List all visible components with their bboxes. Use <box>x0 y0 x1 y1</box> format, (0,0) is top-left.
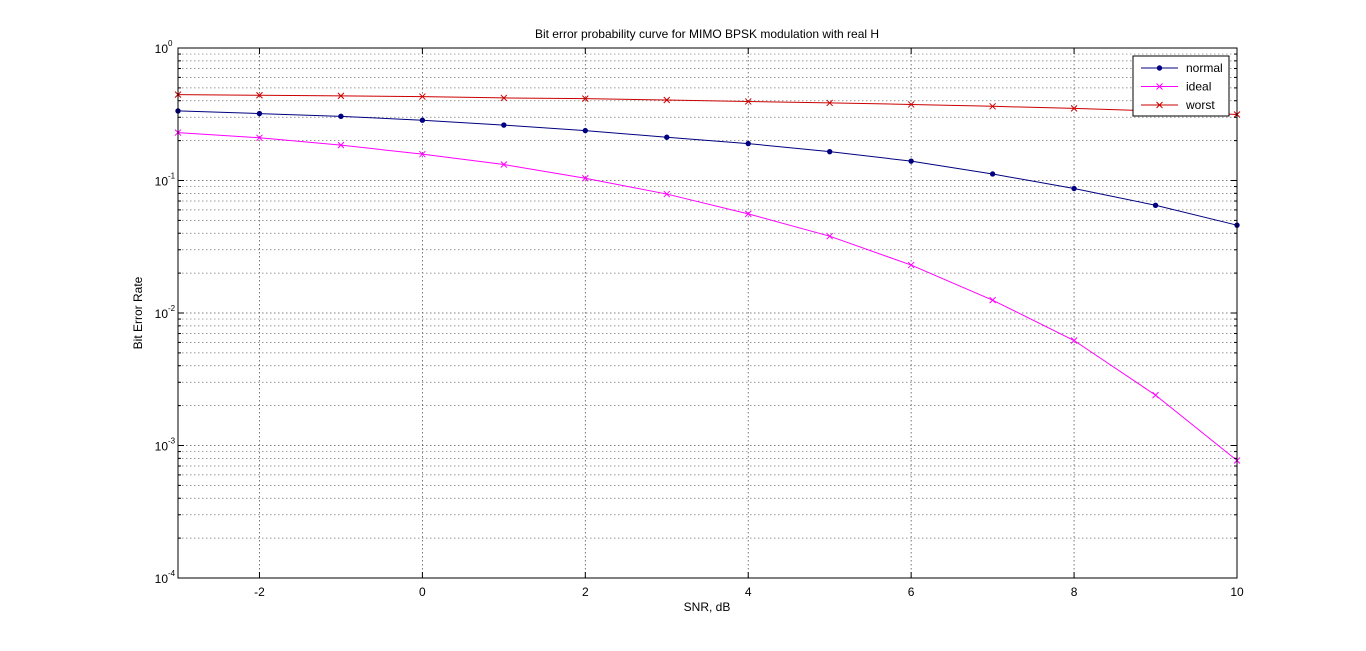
legend-marker-worst <box>1156 101 1163 109</box>
data-point-ideal <box>744 210 752 218</box>
data-point-normal <box>989 171 996 177</box>
data-point-ideal <box>1070 337 1078 344</box>
y-tick-label-base: 10 <box>155 175 169 189</box>
legend-label-ideal: ideal <box>1186 80 1211 94</box>
x-tick-label: 0 <box>419 585 426 599</box>
x-tick-label: -2 <box>254 585 265 599</box>
data-point-ideal <box>826 232 834 240</box>
data-point-worst <box>337 92 345 100</box>
y-tick-label-exponent: -4 <box>168 569 176 578</box>
y-tick-label: 10 -4 <box>155 569 176 586</box>
y-axis-label: Bit Error Rate <box>131 276 145 349</box>
y-tick-label-exponent: -2 <box>168 304 176 313</box>
data-point-ideal <box>907 261 915 269</box>
x-axis-label: SNR, dB <box>684 600 731 614</box>
x-tick-label: 8 <box>1071 585 1078 599</box>
data-point-worst <box>907 101 915 108</box>
data-point-ideal <box>581 174 589 182</box>
y-tick-label-base: 10 <box>155 42 169 56</box>
data-point-ideal <box>419 150 426 158</box>
y-tick-label: 10 -2 <box>155 304 176 321</box>
legend-marker-ideal <box>1156 83 1163 90</box>
legend-label-worst: worst <box>1185 98 1215 112</box>
data-point-normal <box>256 110 263 117</box>
data-point-worst <box>826 99 834 107</box>
series-line-ideal <box>177 132 1238 461</box>
data-point-ideal <box>500 161 508 168</box>
x-tick-label: 4 <box>745 585 752 599</box>
y-tick-label-exponent: -3 <box>168 437 176 446</box>
data-point-normal <box>419 117 426 123</box>
data-point-ideal <box>256 134 263 142</box>
data-point-normal <box>1071 185 1077 192</box>
data-point-worst <box>500 94 508 102</box>
x-tick-label: 10 <box>1230 585 1244 599</box>
data-point-worst <box>581 95 589 102</box>
data-point-worst <box>744 98 752 105</box>
data-point-normal <box>745 140 751 147</box>
series-ideal <box>174 129 1241 464</box>
series-normal <box>175 108 1240 228</box>
y-tick-label: 10 -3 <box>155 437 176 454</box>
data-point-worst <box>1070 105 1078 112</box>
data-point-normal <box>1152 202 1159 208</box>
axis-ticks <box>178 48 1238 579</box>
y-tick-label: 10 -1 <box>155 172 176 189</box>
legend-entry-worst: worst <box>1141 98 1215 112</box>
x-tick-labels: -2 0 2 4 6 8 10 <box>254 585 1244 599</box>
data-point-normal <box>664 134 670 140</box>
data-point-worst <box>989 102 996 110</box>
legend-label-normal: normal <box>1186 61 1223 75</box>
chart-title: Bit error probability curve for MIMO BPS… <box>535 27 879 41</box>
data-point-normal <box>826 148 833 155</box>
y-tick-label-base: 10 <box>155 440 169 454</box>
data-point-normal <box>501 122 507 128</box>
data-point-worst <box>663 96 671 104</box>
legend-entry-ideal: ideal <box>1141 80 1211 94</box>
y-tick-label-exponent: 0 <box>168 39 173 48</box>
series-line-normal <box>177 110 1238 226</box>
data-point-ideal <box>989 296 996 304</box>
data-point-ideal <box>1152 391 1159 399</box>
x-tick-label: 2 <box>582 585 589 599</box>
data-point-worst <box>419 93 426 100</box>
y-tick-label-exponent: -1 <box>168 172 176 181</box>
data-point-normal <box>908 158 914 164</box>
series-layer <box>174 91 1241 464</box>
data-point-normal <box>582 127 589 134</box>
y-tick-label-base: 10 <box>155 572 169 586</box>
legend-marker-normal <box>1156 65 1163 71</box>
x-tick-label: 6 <box>908 585 915 599</box>
legend-items: normal ideal worst <box>1141 61 1223 112</box>
data-point-ideal <box>663 190 671 198</box>
data-point-ideal <box>337 141 345 149</box>
data-point-worst <box>256 91 263 99</box>
y-tick-label: 10 0 <box>155 39 173 56</box>
data-point-normal <box>338 113 344 120</box>
series-line-worst <box>177 94 1238 115</box>
y-tick-label-base: 10 <box>155 307 169 321</box>
legend-entry-normal: normal <box>1141 61 1223 75</box>
legend: normal ideal worst <box>1132 55 1230 117</box>
